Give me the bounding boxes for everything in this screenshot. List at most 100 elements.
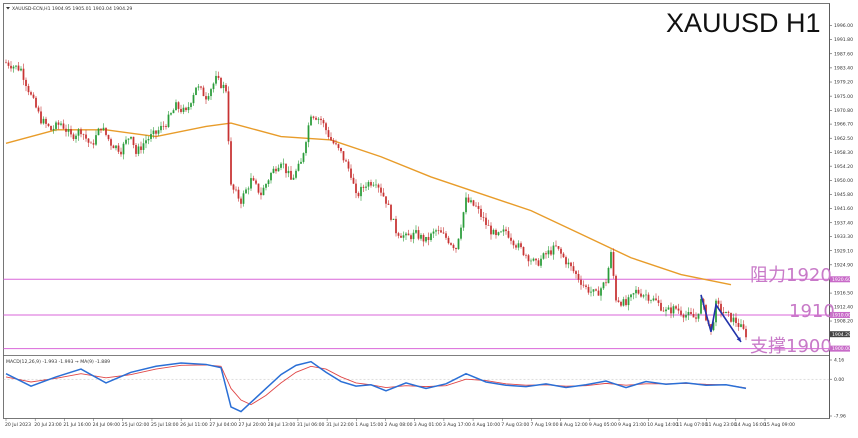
candle-body: [510, 237, 512, 241]
candle-body: [92, 143, 95, 145]
dropdown-arrow-icon[interactable]: [6, 7, 10, 10]
candle-body: [177, 102, 180, 109]
candle-body: [157, 130, 160, 134]
candle-body: [552, 245, 555, 255]
time-tick-label: 31 Jul 22:00: [326, 422, 354, 428]
candle-body: [572, 266, 575, 272]
candle-body: [250, 178, 252, 189]
candle-body: [657, 300, 660, 303]
candle-body: [662, 310, 665, 312]
candle-body: [567, 262, 570, 265]
candle-body: [607, 267, 610, 284]
candle-body: [395, 218, 397, 234]
candle-body: [72, 134, 75, 140]
candle-body: [715, 300, 717, 323]
candle-body: [590, 291, 592, 293]
candle-body: [100, 128, 102, 131]
candle-body: [627, 297, 630, 306]
candle-body: [5, 62, 7, 64]
time-tick-label: 1 Aug 15:00: [355, 422, 383, 428]
candle-body: [160, 125, 162, 131]
candle-body: [115, 145, 117, 149]
candle-body: [535, 258, 537, 261]
candle-body: [315, 117, 317, 120]
candle-body: [325, 123, 327, 131]
candle-body: [440, 230, 442, 233]
candle-body: [257, 183, 260, 193]
candle-body: [540, 258, 542, 266]
chart-frame: [3, 3, 830, 419]
candle-body: [20, 68, 22, 71]
candle-body: [350, 168, 352, 178]
candle-body: [660, 302, 662, 311]
candle-body: [137, 146, 140, 154]
price-tick-label: 1958.30: [834, 150, 853, 156]
candle-body: [622, 299, 625, 306]
candle-body: [272, 168, 275, 173]
time-tick-label: 9 Aug 21:00: [618, 422, 646, 428]
candle-body: [85, 134, 87, 139]
candle-body: [652, 298, 655, 301]
candle-body: [417, 230, 420, 239]
time-tick-label: 25 Jul 18:00: [151, 422, 179, 428]
candle-body: [560, 248, 562, 254]
candle-body: [27, 86, 30, 93]
candle-body: [432, 231, 435, 234]
candle-body: [475, 205, 477, 207]
candle-body: [605, 282, 607, 284]
candle-body: [212, 83, 215, 90]
candle-body: [557, 246, 560, 249]
candle-body: [577, 273, 580, 280]
candle-body: [690, 312, 692, 314]
candle-body: [57, 122, 60, 125]
candle-body: [492, 229, 495, 235]
price-tick-label: 1945.80: [834, 192, 853, 198]
price-tick-label: 1933.30: [834, 234, 853, 240]
candle-body: [232, 184, 235, 190]
candle-body: [12, 66, 15, 69]
candle-body: [230, 141, 232, 185]
price-tick-label: 1929.10: [834, 248, 853, 254]
time-tick-label: 9 Aug 05:00: [589, 422, 617, 428]
candle-body: [390, 204, 392, 220]
chart-title: XAUUSD H1: [666, 8, 821, 38]
candle-body: [400, 235, 402, 238]
candle-body: [225, 84, 227, 92]
time-tick-label: 7 Aug 19:00: [530, 422, 558, 428]
time-tick-label: 15 Aug 09:00: [764, 422, 795, 428]
candle-body: [277, 167, 280, 172]
price-tick-label: 1908.20: [834, 319, 853, 325]
candle-body: [697, 313, 700, 319]
candle-body: [142, 143, 145, 150]
candle-body: [215, 75, 217, 84]
candle-body: [217, 75, 220, 78]
candle-body: [292, 177, 295, 180]
candle-body: [305, 142, 307, 154]
candle-body: [185, 107, 187, 111]
candle-body: [285, 163, 287, 174]
candle-body: [452, 244, 455, 249]
candle-body: [112, 145, 115, 149]
arrow-head-icon: [736, 336, 741, 342]
time-tick-label: 4 Aug 10:00: [472, 422, 500, 428]
candle-body: [680, 310, 682, 315]
time-tick-label: 3 Aug 17:00: [443, 422, 471, 428]
candle-body: [687, 312, 690, 316]
candle-body: [525, 255, 527, 256]
candle-body: [470, 200, 472, 203]
candle-body: [237, 189, 240, 199]
candle-body: [565, 257, 567, 265]
candle-body: [500, 231, 502, 233]
candle-body: [240, 198, 242, 204]
candle-body: [327, 130, 330, 138]
candle-body: [255, 180, 257, 184]
candle-body: [355, 183, 357, 194]
candle-body: [40, 111, 42, 124]
candle-body: [592, 289, 595, 292]
candle-body: [645, 294, 647, 296]
candle-body: [405, 233, 407, 236]
candle-body: [387, 203, 390, 205]
candle-body: [117, 145, 120, 152]
candle-body: [317, 118, 320, 120]
price-tick-label: 1941.60: [834, 206, 853, 212]
